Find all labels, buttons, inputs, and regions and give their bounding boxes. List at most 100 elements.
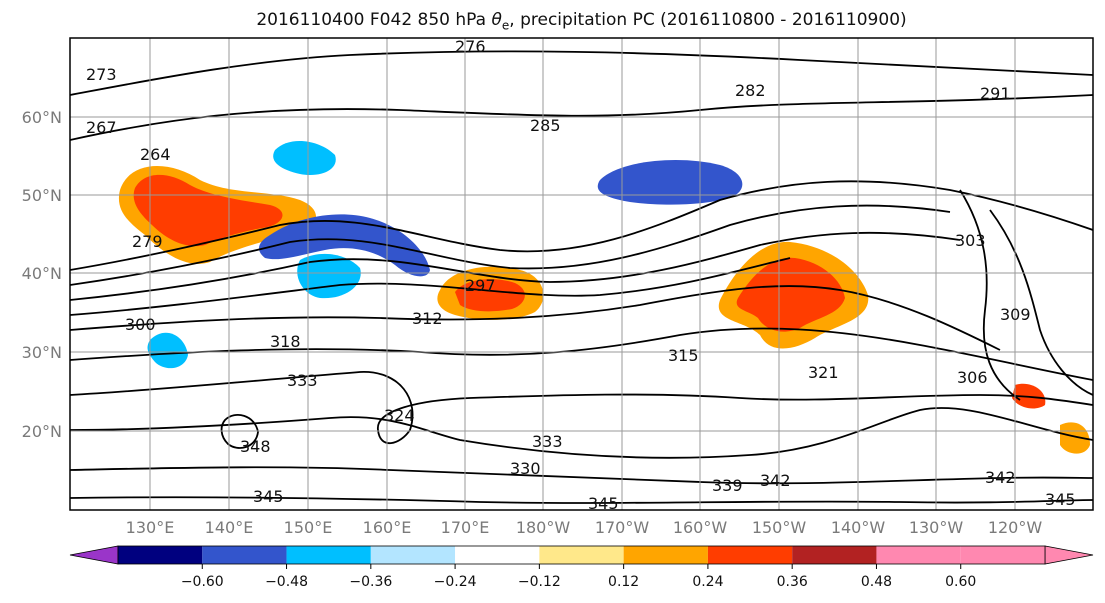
- theta-e-contours: [70, 50, 1093, 504]
- contour-label: 333: [532, 432, 563, 451]
- lon-label: 170°W: [595, 518, 650, 537]
- contour-line: [70, 466, 1093, 485]
- contour-line: [70, 94, 1093, 141]
- contour-label: 297: [465, 276, 496, 295]
- colorbar-tick-label: 0.36: [777, 574, 808, 590]
- colorbar-tick-label: 0.24: [692, 574, 723, 590]
- lon-label: 160°W: [673, 518, 728, 537]
- negative-anomaly-okhotsk: [273, 140, 336, 176]
- lon-label: 120°W: [988, 518, 1043, 537]
- contour-label: 306: [957, 368, 988, 387]
- contour-line: [70, 285, 1001, 351]
- colorbar-tick-label: −0.36: [349, 574, 392, 590]
- colorbar-bin: [707, 546, 793, 564]
- contour-label: 315: [668, 346, 699, 365]
- colorbar-bin: [960, 546, 1045, 564]
- colorbar-tick-label: 0.48: [861, 574, 892, 590]
- contour-label: 321: [808, 363, 839, 382]
- contour-label: 348: [240, 437, 271, 456]
- contour-label: 345: [1045, 490, 1076, 509]
- contour-label: 333: [287, 371, 318, 390]
- contour-label: 318: [270, 332, 301, 351]
- colorbar-bin: [118, 546, 203, 564]
- contour-label: 345: [253, 487, 284, 506]
- lon-label: 180°W: [516, 518, 571, 537]
- contour-label: 300: [125, 315, 156, 334]
- lat-label-30n: 30°N: [22, 343, 62, 362]
- lat-label-20n: 20°N: [22, 422, 62, 441]
- positive-anomaly-southeast: [1060, 422, 1090, 454]
- lon-label: 130°W: [909, 518, 964, 537]
- title-rest: , precipitation PC (2016110800 - 2016110…: [509, 10, 907, 30]
- lon-label: 160°E: [363, 518, 412, 537]
- contour-line: [70, 180, 1093, 271]
- map-title: 2016110400 F042 850 hPa θe, precipitatio…: [70, 10, 1093, 32]
- contour-label: 291: [980, 84, 1011, 103]
- contour-line: [70, 50, 1093, 96]
- colorbar-tick-label: 0.60: [945, 574, 976, 590]
- contour-line: [70, 257, 791, 316]
- colorbar-tick-label: −0.24: [434, 574, 477, 590]
- positive-anomaly-central-pacific-core: [455, 279, 525, 312]
- colorbar: −0.60 −0.48 −0.36 −0.24 −0.12 0.12 0.24 0.36 0.4…: [69, 545, 1094, 590]
- contour-line: [70, 407, 1093, 459]
- colorbar-lower-extend: [69, 545, 119, 565]
- graticule: [70, 38, 1093, 510]
- colorbar-tick-label: −0.48: [265, 574, 308, 590]
- contour-label: 282: [735, 81, 766, 100]
- colorbar-bin: [792, 546, 877, 564]
- contour-label: 342: [760, 471, 791, 490]
- map-frame: [69, 37, 1094, 511]
- contour-label: 285: [530, 116, 561, 135]
- contour-label: 312: [412, 309, 443, 328]
- contour-label: 342: [985, 468, 1016, 487]
- colorbar-upper-extend: [1044, 545, 1094, 565]
- lon-label: 130°E: [126, 518, 175, 537]
- longitude-labels: 130°E 140°E 150°E 160°E 170°E 180°W 170°…: [126, 518, 1043, 537]
- contour-label: 273: [86, 65, 117, 84]
- contour-line: [989, 209, 1093, 396]
- contour-label: 345: [588, 494, 619, 513]
- contour-label: 339: [712, 476, 743, 495]
- contour-line: [70, 371, 1093, 445]
- positive-anomaly-japan-sea-core: [133, 174, 283, 247]
- title-main: 2016110400 F042 850 hPa: [256, 10, 487, 30]
- title-var-sub: e: [501, 18, 510, 33]
- lon-label: 140°W: [831, 518, 886, 537]
- colorbar-tick-label: −0.12: [518, 574, 561, 590]
- contour-label: 309: [1000, 305, 1031, 324]
- lon-label: 170°E: [441, 518, 490, 537]
- contour-label: 303: [955, 231, 986, 250]
- colorbar-tick-label: 0.12: [608, 574, 639, 590]
- colorbar-tick-label: −0.60: [181, 574, 224, 590]
- latitude-labels: 60°N 50°N 40°N 30°N 20°N: [22, 108, 62, 441]
- contour-label: 264: [140, 145, 171, 164]
- colorbar-bin: [202, 546, 287, 564]
- colorbar-bin: [623, 546, 708, 564]
- lon-label: 140°E: [205, 518, 254, 537]
- colorbar-bin: [876, 546, 961, 564]
- lon-label: 150°W: [752, 518, 807, 537]
- lat-label-60n: 60°N: [22, 108, 62, 127]
- positive-anomaly-northeast-pacific-core: [736, 257, 845, 332]
- lat-label-40n: 40°N: [22, 264, 62, 283]
- contour-label: 279: [132, 232, 163, 251]
- negative-anomaly-kuroshio-light: [297, 253, 361, 299]
- colorbar-bin: [286, 546, 371, 564]
- contour-label: 330: [510, 459, 541, 478]
- lat-label-50n: 50°N: [22, 186, 62, 205]
- title-var-symbol: θ: [491, 10, 502, 30]
- colorbar-bin: [455, 546, 540, 564]
- contour-labels: 273 267 264 276 279 282 285 291 297 300 …: [86, 37, 1076, 513]
- contour-label: 276: [455, 37, 486, 56]
- contour-line: [70, 204, 951, 286]
- negative-anomaly-north-pacific: [597, 160, 743, 205]
- contour-label: 267: [86, 118, 117, 137]
- contour-line: [70, 231, 961, 301]
- colorbar-bin: [370, 546, 456, 564]
- map-layers: 273 267 264 276 279 282 285 291 297 300 …: [70, 37, 1093, 513]
- colorbar-frame: [117, 545, 1046, 565]
- contour-line: [959, 189, 1021, 401]
- negative-anomaly-south-china-sea: [147, 332, 188, 369]
- lon-label: 150°E: [284, 518, 333, 537]
